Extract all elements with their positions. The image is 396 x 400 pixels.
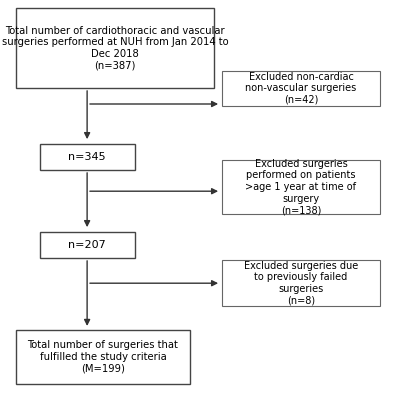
FancyBboxPatch shape	[222, 71, 380, 106]
Text: n=207: n=207	[68, 240, 106, 250]
Text: Total number of surgeries that
fulfilled the study criteria
(M=199): Total number of surgeries that fulfilled…	[28, 340, 178, 374]
FancyBboxPatch shape	[16, 8, 214, 88]
Text: Excluded surgeries
performed on patients
>age 1 year at time of
surgery
(n=138): Excluded surgeries performed on patients…	[246, 159, 356, 215]
Text: Total number of cardiothoracic and vascular
surgeries performed at NUH from Jan : Total number of cardiothoracic and vascu…	[2, 26, 228, 70]
Text: Excluded non-cardiac
non-vascular surgeries
(n=42): Excluded non-cardiac non-vascular surger…	[246, 72, 356, 105]
FancyBboxPatch shape	[222, 160, 380, 214]
FancyBboxPatch shape	[40, 144, 135, 170]
Text: n=345: n=345	[68, 152, 106, 162]
FancyBboxPatch shape	[222, 260, 380, 306]
Text: Excluded surgeries due
to previously failed
surgeries
(n=8): Excluded surgeries due to previously fai…	[244, 261, 358, 306]
FancyBboxPatch shape	[16, 330, 190, 384]
FancyBboxPatch shape	[40, 232, 135, 258]
